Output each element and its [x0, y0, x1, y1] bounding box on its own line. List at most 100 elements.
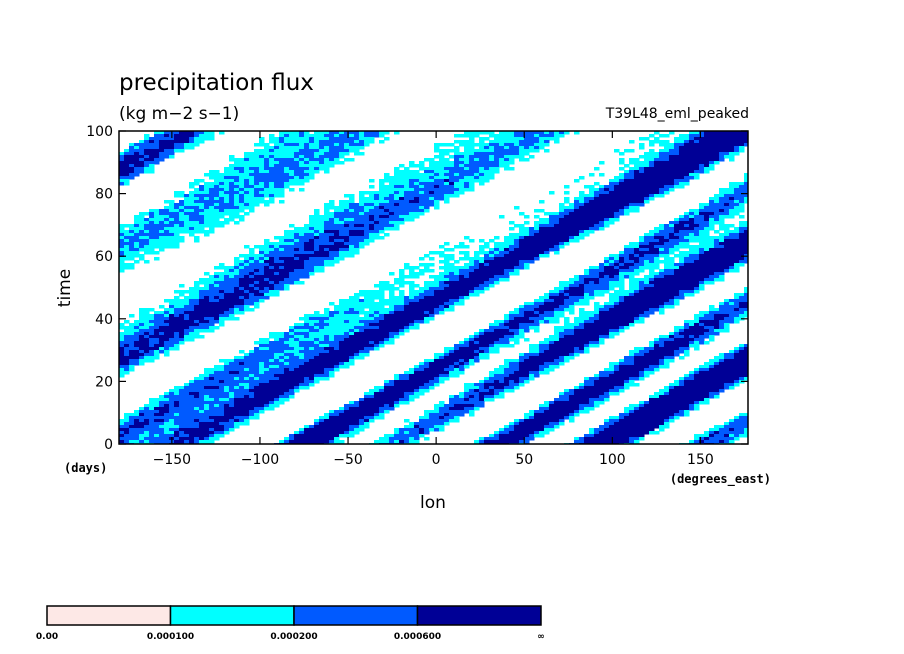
- field-cell: [734, 197, 740, 201]
- field-cell: [534, 245, 540, 249]
- field-cell: [329, 230, 335, 234]
- field-cell: [669, 164, 675, 168]
- field-cell: [234, 257, 240, 261]
- field-cell: [369, 299, 375, 303]
- field-cell: [524, 152, 530, 156]
- field-cell: [599, 314, 605, 318]
- field-cell: [264, 239, 270, 243]
- field-cell: [694, 233, 700, 237]
- field-cell: [244, 269, 250, 273]
- field-cell: [399, 326, 405, 330]
- field-cell: [669, 158, 675, 162]
- field-cell: [309, 173, 315, 177]
- field-cell: [684, 179, 690, 183]
- field-cell: [459, 272, 465, 276]
- field-cell: [444, 290, 450, 294]
- field-cell: [714, 260, 720, 264]
- field-cell: [314, 209, 320, 213]
- field-cell: [259, 176, 265, 180]
- field-cell: [709, 332, 715, 336]
- field-cell: [654, 170, 660, 174]
- field-cell: [299, 164, 305, 168]
- field-cell: [639, 164, 645, 168]
- field-cell: [229, 275, 235, 279]
- field-cell: [539, 245, 545, 249]
- field-cell: [654, 263, 660, 267]
- field-cell: [634, 179, 640, 183]
- field-cell: [684, 176, 690, 180]
- field-cell: [219, 314, 225, 318]
- field-cell: [679, 242, 685, 246]
- field-cell: [359, 206, 365, 210]
- field-cell: [184, 230, 190, 234]
- field-cell: [484, 338, 490, 342]
- field-cell: [329, 215, 335, 219]
- field-cell: [214, 176, 220, 180]
- field-cell: [464, 170, 470, 174]
- field-cell: [719, 134, 725, 138]
- field-cell: [479, 284, 485, 288]
- field-cell: [129, 155, 135, 159]
- field-cell: [574, 329, 580, 333]
- field-cell: [304, 326, 310, 330]
- field-cell: [694, 239, 700, 243]
- field-cell: [284, 239, 290, 243]
- field-cell: [729, 269, 735, 273]
- field-cell: [609, 209, 615, 213]
- field-cell: [659, 305, 665, 309]
- field-cell: [439, 170, 445, 174]
- field-cell: [124, 179, 130, 183]
- field-cell: [249, 194, 255, 198]
- field-cell: [204, 320, 210, 324]
- field-cell: [214, 293, 220, 297]
- field-cell: [594, 287, 600, 291]
- field-cell: [214, 281, 220, 285]
- field-cell: [404, 206, 410, 210]
- field-cell: [564, 230, 570, 234]
- field-cell: [179, 320, 185, 324]
- field-cell: [204, 203, 210, 207]
- field-cell: [314, 338, 320, 342]
- field-cell: [484, 137, 490, 141]
- field-cell: [689, 134, 695, 138]
- field-cell: [269, 275, 275, 279]
- field-cell: [454, 152, 460, 156]
- field-cell: [464, 281, 470, 285]
- field-cell: [674, 236, 680, 240]
- field-cell: [714, 257, 720, 261]
- field-cell: [404, 299, 410, 303]
- field-cell: [534, 224, 540, 228]
- field-cell: [684, 215, 690, 219]
- field-cell: [424, 167, 430, 171]
- field-cell: [384, 314, 390, 318]
- field-cell: [719, 218, 725, 222]
- field-cell: [249, 164, 255, 168]
- field-cell: [729, 203, 735, 207]
- field-cell: [199, 308, 205, 312]
- field-cell: [594, 188, 600, 192]
- field-cell: [594, 266, 600, 270]
- field-cell: [379, 320, 385, 324]
- field-cell: [684, 272, 690, 276]
- field-cell: [739, 146, 745, 150]
- field-cell: [519, 131, 525, 135]
- field-cell: [344, 335, 350, 339]
- field-cell: [649, 158, 655, 162]
- field-cell: [194, 302, 200, 306]
- field-cell: [549, 242, 555, 246]
- field-cell: [329, 248, 335, 252]
- field-cell: [699, 209, 705, 213]
- field-cell: [414, 299, 420, 303]
- field-cell: [384, 317, 390, 321]
- field-cell: [264, 296, 270, 300]
- field-cell: [364, 239, 370, 243]
- field-cell: [164, 242, 170, 246]
- field-cell: [259, 338, 265, 342]
- field-cell: [264, 173, 270, 177]
- field-cell: [249, 209, 255, 213]
- field-cell: [344, 131, 350, 135]
- field-cell: [349, 209, 355, 213]
- field-cell: [604, 209, 610, 213]
- field-cell: [139, 170, 145, 174]
- field-cell: [214, 299, 220, 303]
